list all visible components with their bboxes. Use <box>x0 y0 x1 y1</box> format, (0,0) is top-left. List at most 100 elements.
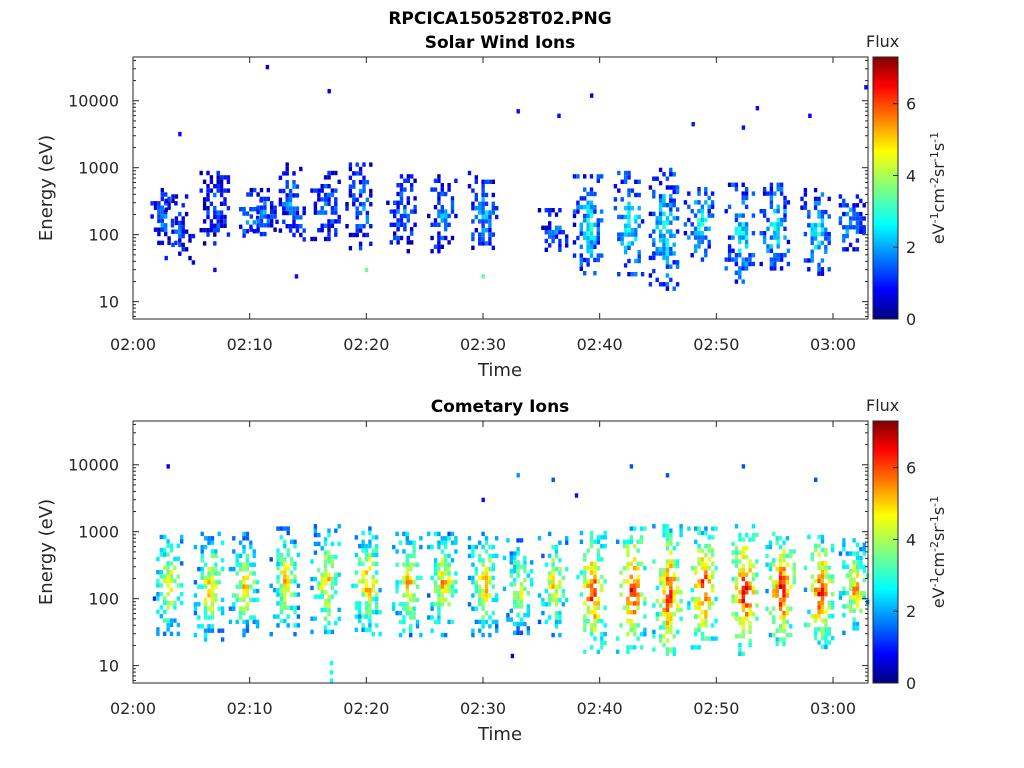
spectrogram-cell <box>440 209 444 214</box>
spectrogram-cell <box>478 206 482 211</box>
spectrogram-cell <box>855 225 860 230</box>
spectrogram-cell <box>265 64 270 70</box>
spectrogram-cell <box>785 536 790 541</box>
spectrogram-cell <box>163 534 167 540</box>
spectrogram-cell <box>276 557 280 562</box>
spectrogram-cell <box>210 553 215 559</box>
spectrogram-cell <box>202 219 207 224</box>
spectrogram-cell <box>293 566 297 571</box>
spectrogram-cell <box>820 192 825 197</box>
spectrogram-cell <box>792 580 796 585</box>
spectrogram-cell <box>207 575 211 581</box>
spectrogram-cell <box>399 196 404 201</box>
spectrogram-cell <box>252 229 256 234</box>
spectrogram-cell <box>838 551 843 556</box>
spectrogram-cell <box>842 591 846 596</box>
spectrogram-cell <box>731 541 735 547</box>
spectrogram-cell <box>433 566 438 572</box>
spectrogram-cell <box>579 196 583 201</box>
spectrogram-cell <box>232 566 236 572</box>
spectrogram-cell <box>368 530 372 536</box>
spectrogram-cell <box>454 549 458 554</box>
spectrogram-cell <box>785 632 790 638</box>
spectrogram-cell <box>409 593 413 598</box>
spectrogram-cell <box>378 588 382 593</box>
spectrogram-cell <box>697 191 701 196</box>
spectrogram-cell <box>814 477 818 482</box>
spectrogram-cell <box>842 538 846 543</box>
spectrogram-cell <box>544 562 548 567</box>
spectrogram-cell <box>855 604 860 609</box>
spectrogram-cell <box>824 236 828 241</box>
spectrogram-cell <box>565 540 569 545</box>
spectrogram-cell <box>334 232 338 237</box>
spectrogram-cell <box>697 209 701 214</box>
spectrogram-cell <box>744 222 749 227</box>
spectrogram-cell <box>278 202 283 207</box>
spectrogram-cell <box>596 579 601 584</box>
spectrogram-cell <box>276 592 280 597</box>
spectrogram-cell <box>768 540 773 545</box>
spectrogram-cell <box>593 592 597 597</box>
spectrogram-cell <box>613 184 618 189</box>
spectrogram-cell <box>164 198 168 204</box>
spectrogram-cell <box>633 566 637 571</box>
spectrogram-cell <box>665 238 670 243</box>
spectrogram-cell <box>711 535 715 540</box>
spectrogram-cell <box>334 528 338 533</box>
spectrogram-cell <box>589 627 594 632</box>
spectrogram-cell <box>402 593 406 598</box>
spectrogram-cell <box>589 253 594 258</box>
spectrogram-cell <box>368 588 372 593</box>
spectrogram-cell <box>707 601 711 606</box>
spectrogram-cell <box>596 240 600 245</box>
spectrogram-cell <box>665 216 670 221</box>
spectrogram-cell <box>484 584 489 589</box>
spectrogram-cell <box>741 182 745 187</box>
spectrogram-cell <box>371 583 375 588</box>
spectrogram-cell <box>437 174 441 179</box>
spectrogram-cell <box>859 229 863 234</box>
spectrogram-cell <box>163 600 167 606</box>
spectrogram-cell <box>603 623 607 628</box>
spectrogram-cell <box>669 629 673 635</box>
spectrogram-cell <box>855 247 860 252</box>
y-tick-label: 100 <box>88 226 119 245</box>
spectrogram-cell <box>586 618 590 624</box>
spectrogram-cell <box>330 541 335 547</box>
spectrogram-cell <box>820 227 825 232</box>
spectrogram-cell <box>365 197 370 202</box>
spectrogram-cell <box>633 588 637 593</box>
spectrogram-cell <box>213 210 217 215</box>
spectrogram-cell <box>419 632 423 638</box>
spectrogram-cell <box>219 210 224 215</box>
spectrogram-cell <box>220 610 225 616</box>
spectrogram-cell <box>731 576 735 582</box>
spectrogram-cell <box>358 614 362 619</box>
spectrogram-cell <box>768 632 773 638</box>
spectrogram-cell <box>548 571 552 576</box>
spectrogram-cell <box>513 599 517 605</box>
spectrogram-cell <box>178 242 182 248</box>
spectrogram-cell <box>669 194 673 199</box>
spectrogram-cell <box>516 564 520 569</box>
spectrogram-cell <box>299 215 303 220</box>
spectrogram-cell <box>310 236 314 242</box>
spectrogram-cell <box>166 574 170 579</box>
spectrogram-cell <box>824 249 828 254</box>
spectrogram-cell <box>820 565 825 570</box>
spectrogram-cell <box>330 594 335 599</box>
spectrogram-cell <box>785 562 790 567</box>
spectrogram-cell <box>220 597 225 603</box>
spectrogram-cell <box>289 539 294 544</box>
spectrogram-cell <box>213 192 217 198</box>
spectrogram-cell <box>633 632 637 637</box>
spectrogram-cell <box>669 576 673 582</box>
spectrogram-cell <box>375 592 379 597</box>
spectrogram-cell <box>166 565 170 570</box>
spectrogram-cell <box>289 561 294 566</box>
spectrogram-cell <box>665 528 670 533</box>
spectrogram-cell <box>402 575 406 581</box>
spectrogram-cell <box>548 208 552 213</box>
spectrogram-cell <box>583 271 587 276</box>
